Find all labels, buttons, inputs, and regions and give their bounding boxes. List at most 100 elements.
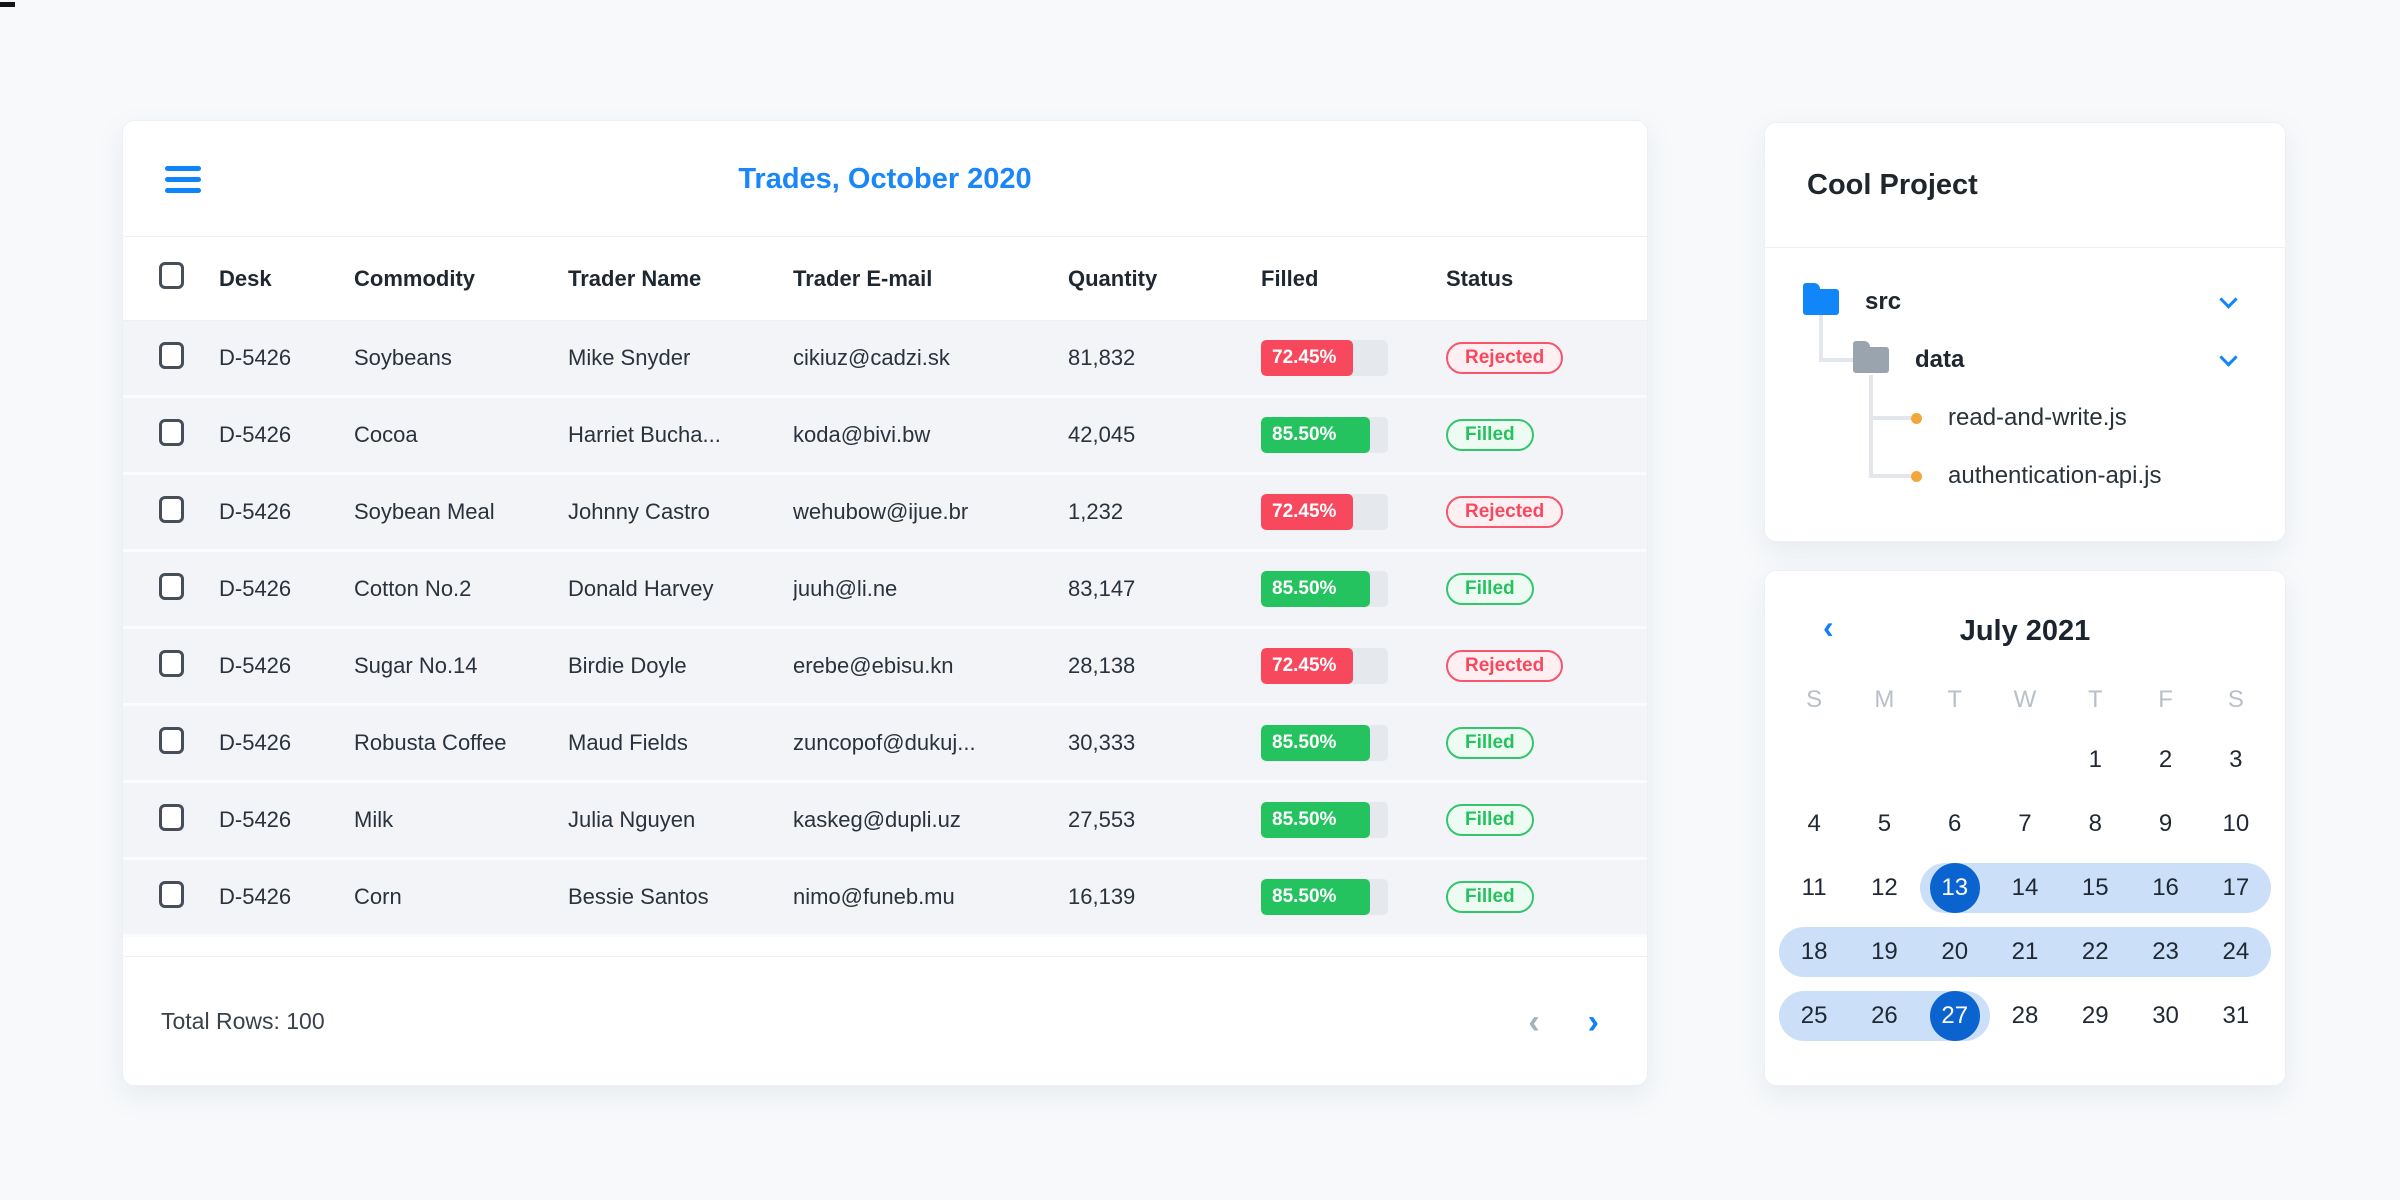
tree-node-src[interactable]: src [1803, 273, 1901, 331]
commodity-cell: Cocoa [354, 422, 418, 447]
commodity-cell: Soybean Meal [354, 499, 495, 524]
next-page-button[interactable]: › [1587, 1002, 1599, 1041]
menu-button[interactable] [165, 159, 203, 199]
table-row: D-5426 Sugar No.14 Birdie Doyle erebe@ebisu… [123, 629, 1647, 706]
commodity-cell: Robusta Coffee [354, 730, 507, 755]
row-checkbox[interactable] [159, 341, 184, 369]
calendar-day[interactable]: 5 [1849, 792, 1919, 856]
calendar-prev-month-button[interactable]: ‹ [1823, 609, 1834, 645]
calendar-day[interactable]: 13 [1919, 856, 1991, 920]
tree-node-file[interactable]: read-and-write.js [1911, 389, 2127, 447]
calendar-day-number: 15 [2081, 874, 2109, 901]
day-of-week-label: T [2087, 686, 2103, 713]
trader-email-cell: cikiuz@cadzi.sk [793, 345, 950, 370]
day-of-week-label: S [2227, 686, 2244, 713]
filled-percent-label: 85.50% [1272, 886, 1337, 907]
tree-connector-line [1819, 311, 1823, 362]
desk-cell: D-5426 [219, 422, 292, 447]
desk-cell: D-5426 [219, 576, 292, 601]
row-checkbox[interactable] [159, 418, 184, 446]
select-all-checkbox[interactable] [159, 262, 184, 289]
calendar-day-number: 9 [2158, 810, 2173, 837]
row-checkbox[interactable] [159, 649, 184, 677]
file-bullet-icon [1911, 412, 1922, 424]
calendar-day[interactable]: 18 [1779, 920, 1850, 984]
calendar-day[interactable]: 15 [2060, 856, 2131, 920]
calendar-day[interactable]: 4 [1779, 792, 1849, 856]
calendar-day[interactable]: 9 [2130, 792, 2200, 856]
commodity-cell: Corn [354, 884, 402, 909]
row-checkbox[interactable] [159, 726, 184, 754]
trader-email-cell: kaskeg@dupli.uz [793, 807, 961, 832]
file-name: authentication-api.js [1948, 462, 2162, 489]
quantity-cell: 81,832 [1068, 345, 1136, 370]
total-rows-label: Total Rows: 100 [161, 1008, 325, 1034]
calendar-day-number: 31 [2222, 1002, 2250, 1029]
row-checkbox[interactable] [159, 880, 184, 908]
calendar-day[interactable]: 17 [2200, 856, 2272, 920]
calendar-day-number: 30 [2152, 1002, 2179, 1029]
filled-progress-bar: 85.50% [1261, 879, 1388, 915]
filled-progress-bar: 85.50% [1261, 417, 1388, 453]
calendar-day[interactable]: 25 [1779, 984, 1850, 1048]
table-row: D-5426 Cocoa Harriet Bucha... koda@bivi.bw 4… [123, 398, 1647, 475]
calendar-day[interactable]: 26 [1849, 984, 1920, 1048]
status-badge: Filled [1446, 881, 1534, 913]
calendar-header: ‹ July 2021 [1765, 571, 2285, 648]
table-title: Trades, October 2020 [738, 162, 1032, 195]
calendar-day-number: 13 [1929, 863, 1980, 913]
calendar-day-number: 20 [1941, 938, 1969, 965]
commodity-cell: Soybeans [354, 345, 452, 370]
calendar-day[interactable]: 20 [1919, 920, 1991, 984]
table-footer: Total Rows: 100 ‹ › [123, 956, 1647, 1086]
calendar-day[interactable]: 11 [1779, 856, 1849, 920]
column-header-trader-email: Trader E-mail [793, 265, 933, 291]
trader-name-cell: Birdie Doyle [568, 653, 687, 678]
quantity-cell: 28,138 [1068, 653, 1136, 678]
calendar-day[interactable]: 31 [2201, 984, 2271, 1048]
calendar-day[interactable]: 16 [2130, 856, 2201, 920]
file-tree-card: Cool Project src data read-and-write.js … [1764, 122, 2286, 542]
row-checkbox[interactable] [159, 572, 184, 600]
calendar-day[interactable]: 29 [2060, 984, 2130, 1048]
calendar-day[interactable]: 21 [1989, 920, 2061, 984]
table-row: D-5426 Milk Julia Nguyen kaskeg@dupli.uz 27,… [123, 783, 1647, 860]
trader-name-cell: Donald Harvey [568, 576, 714, 601]
calendar-day[interactable]: 12 [1849, 856, 1919, 920]
calendar-day[interactable]: 6 [1920, 792, 1990, 856]
chevron-down-icon[interactable] [2219, 290, 2238, 309]
hamburger-icon [165, 165, 201, 171]
calendar-day[interactable]: 14 [1989, 856, 2061, 920]
calendar-day-number: 6 [1948, 810, 1962, 837]
calendar-day-number: 10 [2222, 810, 2250, 837]
row-checkbox[interactable] [159, 803, 184, 831]
calendar-day[interactable]: 30 [2130, 984, 2200, 1048]
row-checkbox[interactable] [159, 495, 184, 523]
status-badge: Filled [1446, 419, 1534, 451]
column-header-trader-name: Trader Name [568, 265, 702, 291]
calendar-day[interactable]: 1 [2060, 728, 2130, 792]
calendar-day[interactable]: 7 [1990, 792, 2060, 856]
calendar-day[interactable]: 24 [2200, 920, 2272, 984]
tree-node-file[interactable]: authentication-api.js [1911, 447, 2161, 505]
prev-page-button[interactable]: ‹ [1528, 1002, 1540, 1041]
calendar-day-number: 17 [2222, 874, 2250, 901]
calendar-day[interactable]: 8 [2060, 792, 2130, 856]
calendar-day-number: 22 [2081, 938, 2109, 965]
calendar-day[interactable]: 2 [2130, 728, 2200, 792]
calendar-day[interactable]: 19 [1849, 920, 1920, 984]
filled-progress-bar: 85.50% [1261, 725, 1388, 761]
calendar-day[interactable]: 10 [2201, 792, 2271, 856]
calendar-day[interactable]: 23 [2130, 920, 2201, 984]
calendar-day-number: 16 [2152, 874, 2179, 901]
calendar-day-number: 24 [2222, 938, 2250, 965]
tree-node-data[interactable]: data [1853, 331, 1964, 389]
calendar-day-number: 25 [1800, 1002, 1828, 1029]
calendar-day[interactable]: 22 [2060, 920, 2131, 984]
calendar-day[interactable]: 28 [1990, 984, 2060, 1048]
chevron-down-icon[interactable] [2219, 348, 2238, 367]
calendar-day[interactable]: 3 [2201, 728, 2271, 792]
pagination: ‹ › [1528, 1005, 1599, 1039]
trader-email-cell: juuh@li.ne [793, 576, 898, 601]
calendar-day[interactable]: 27 [1919, 984, 1991, 1048]
